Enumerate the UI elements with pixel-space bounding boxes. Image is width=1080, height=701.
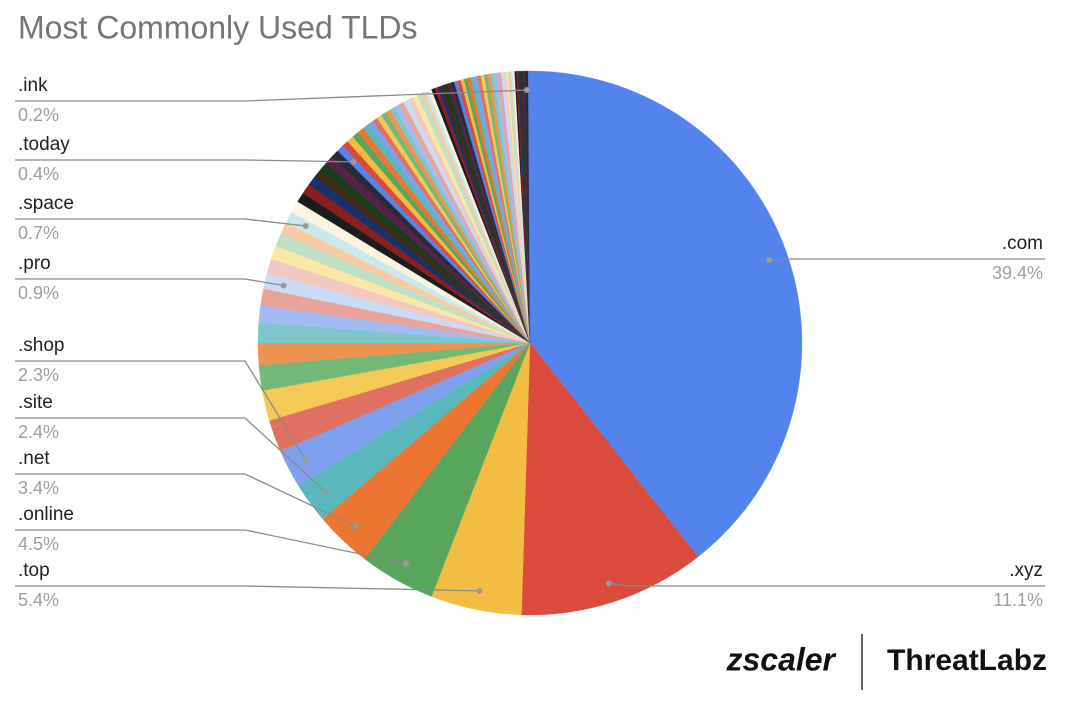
leader-dot bbox=[280, 282, 287, 289]
leader-line bbox=[15, 159, 354, 163]
slice-label: .top bbox=[18, 560, 50, 581]
slice-label: .pro bbox=[18, 253, 51, 274]
value-label: 2.3% bbox=[18, 365, 59, 385]
value-label: 0.9% bbox=[18, 283, 59, 303]
logo: zscaler bbox=[725, 641, 836, 677]
leader-line bbox=[15, 529, 407, 565]
slice-label: .net bbox=[18, 448, 50, 469]
value-label: 4.5% bbox=[18, 534, 59, 554]
slice-label: .online bbox=[18, 504, 74, 525]
leader-dot bbox=[605, 580, 612, 587]
slice-label: .com bbox=[1002, 233, 1043, 254]
value-label: 3.4% bbox=[18, 478, 59, 498]
slice-label: .shop bbox=[18, 335, 64, 356]
leader-dot bbox=[302, 223, 309, 230]
leader-dot bbox=[352, 523, 359, 530]
value-label: 0.4% bbox=[18, 164, 59, 184]
chart-title: Most Commonly Used TLDs bbox=[18, 9, 418, 45]
slice-label: .ink bbox=[18, 75, 48, 96]
slice-label: .space bbox=[18, 193, 74, 214]
value-label: 0.2% bbox=[18, 105, 59, 125]
leader-line bbox=[15, 218, 306, 227]
leader-line bbox=[15, 585, 480, 592]
pie-slice bbox=[529, 70, 803, 558]
slice-label: .today bbox=[18, 134, 70, 155]
leader-dot bbox=[350, 158, 357, 165]
value-label: 39.4% bbox=[992, 263, 1043, 283]
pie bbox=[257, 70, 803, 616]
slice-label: .site bbox=[18, 392, 53, 413]
value-label: 5.4% bbox=[18, 590, 59, 610]
pie-slice bbox=[528, 70, 531, 344]
labels: .com 39.4% .xyz 11.1% .top 5.4% .online 4.5% .ne… bbox=[15, 75, 1045, 610]
leader-dot bbox=[403, 560, 410, 567]
leader-dot bbox=[322, 488, 329, 495]
slice-label: .xyz bbox=[1009, 560, 1043, 581]
leader-dot bbox=[476, 587, 483, 594]
value-label: 11.1% bbox=[993, 590, 1043, 610]
leader-line bbox=[15, 417, 326, 493]
leader-line bbox=[15, 473, 356, 527]
leader-dot bbox=[523, 87, 530, 94]
leader-line bbox=[15, 89, 527, 102]
leader-dot bbox=[766, 257, 773, 264]
value-label: 0.7% bbox=[18, 223, 59, 243]
value-label: 2.4% bbox=[18, 422, 59, 442]
lab-name: ThreatLabz bbox=[887, 644, 1047, 677]
pie-slice bbox=[521, 342, 699, 616]
leader-line bbox=[15, 360, 307, 461]
leader-line bbox=[15, 278, 284, 287]
leader-line bbox=[769, 258, 1045, 261]
leader-line bbox=[608, 582, 1045, 587]
leader-dot bbox=[302, 456, 309, 463]
